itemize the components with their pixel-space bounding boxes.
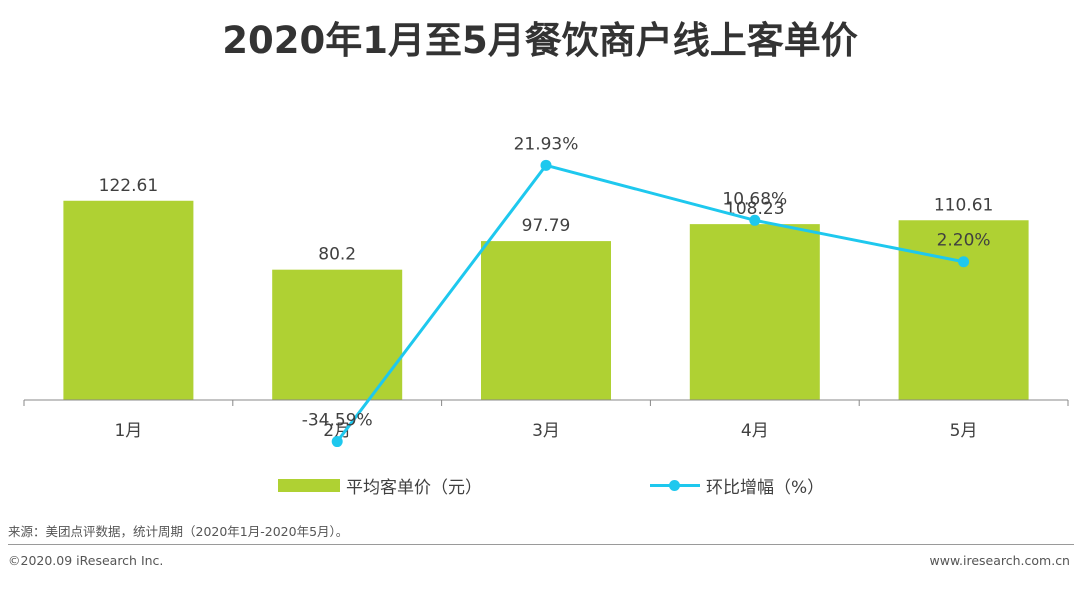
- bar-label-3: 97.79: [522, 216, 571, 236]
- chart-title: 2020年1月至5月餐饮商户线上客单价: [222, 19, 858, 62]
- growth-point-5: [958, 256, 970, 268]
- growth-point-4: [749, 214, 761, 226]
- bar-4: [689, 224, 820, 400]
- bar-label-2: 80.2: [318, 245, 356, 265]
- x-tick-label-4: 4月: [741, 421, 769, 441]
- footer-divider: [8, 544, 1074, 545]
- growth-label-5: 2.20%: [937, 231, 991, 251]
- growth-point-3: [540, 159, 552, 171]
- legend-bar: 平均客单价（元）: [278, 474, 482, 498]
- growth-label-2: -34.59%: [302, 411, 373, 431]
- growth-label-4: 10.68%: [722, 189, 787, 209]
- bar-5: [898, 220, 1029, 400]
- growth-point-2: [331, 436, 343, 448]
- bar-3: [481, 241, 611, 400]
- website: www.iresearch.com.cn: [929, 553, 1071, 568]
- bar-label-5: 110.61: [934, 195, 993, 215]
- chart-plot-area: 122.61 80.2 97.79 108.23 110.61 1月 2月 3月 4月 5月 -34…: [23, 134, 1069, 448]
- bar-2: [272, 269, 403, 400]
- x-tick-label-1: 1月: [114, 421, 142, 441]
- legend-line-label: 环比增幅（%）: [706, 477, 825, 498]
- growth-line: [336, 163, 964, 443]
- legend-bar-label: 平均客单价（元）: [346, 477, 482, 498]
- copyright: ©2020.09 iResearch Inc.: [8, 553, 164, 568]
- growth-label-3: 21.93%: [514, 134, 579, 154]
- bar-label-1: 122.61: [99, 176, 158, 196]
- legend-line: 环比增幅（%）: [650, 474, 825, 498]
- x-tick-label-2: 2月: [323, 421, 351, 441]
- source-note: 来源：美团点评数据，统计周期（2020年1月-2020年5月）。: [8, 524, 349, 539]
- legend-line-swatch: [650, 479, 700, 492]
- legend-bar-swatch: [278, 478, 340, 492]
- x-tick-label-5: 5月: [950, 421, 978, 441]
- bar-label-4: 108.23: [725, 199, 784, 219]
- x-tick-label-3: 3月: [532, 421, 560, 441]
- bar-1: [63, 200, 194, 400]
